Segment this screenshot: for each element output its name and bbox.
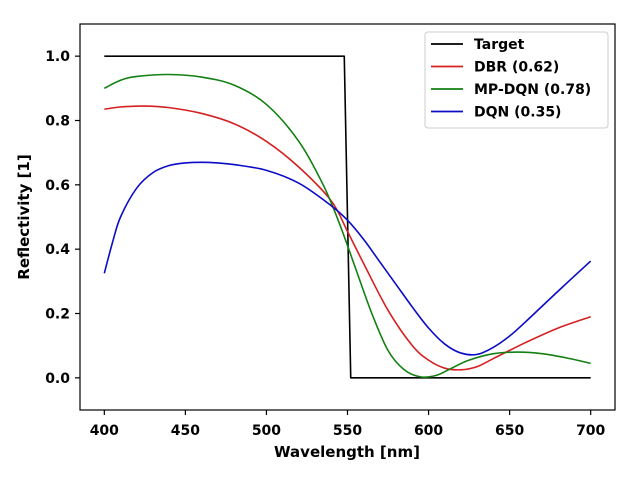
- series-line-mp-dqn: [103, 73, 591, 379]
- legend: Target DBR (0.62) MP-DQN (0.78) DQN (0.35): [424, 31, 609, 129]
- y-tick-label: 0.0: [45, 371, 70, 387]
- x-tick-label: 650: [495, 423, 524, 439]
- y-tick-label: 0.6: [45, 178, 70, 194]
- y-tick-label: 1.0: [45, 49, 70, 65]
- x-tick-label: 400: [90, 423, 119, 439]
- x-tick-label: 550: [333, 423, 362, 439]
- legend-label-dqn: DQN (0.35): [474, 105, 561, 121]
- legend-label-mp-dqn: MP-DQN (0.78): [474, 82, 591, 98]
- y-tick-label: 0.2: [45, 307, 70, 323]
- x-tick-label: 500: [252, 423, 281, 439]
- y-axis-label: Reflectivity [1]: [15, 154, 33, 279]
- series-line-dbr: [104, 105, 591, 371]
- x-tick-label: 600: [414, 423, 443, 439]
- x-axis: 400 450 500 550 600 650 700: [90, 410, 606, 439]
- x-tick-label: 450: [171, 423, 200, 439]
- legend-frame: [424, 31, 609, 129]
- series-line-target: [104, 55, 591, 379]
- x-tick-label: 700: [576, 423, 605, 439]
- legend-label-dbr: DBR (0.62): [474, 60, 559, 76]
- legend-label-target: Target: [474, 37, 525, 53]
- y-tick-label: 0.4: [45, 242, 70, 258]
- y-tick-label: 0.8: [45, 114, 70, 130]
- series-line-dqn: [103, 161, 592, 356]
- x-axis-label: Wavelength [nm]: [274, 443, 420, 461]
- y-axis: 0.0 0.2 0.4 0.6 0.8 1.0: [45, 49, 80, 387]
- series-layer: [103, 55, 592, 379]
